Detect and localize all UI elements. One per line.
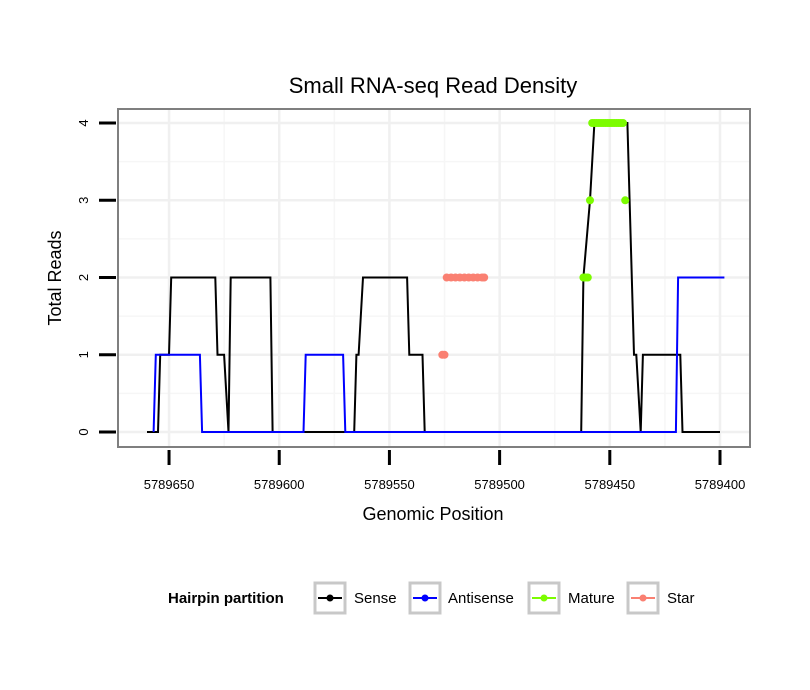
x-tick-label: 5789500 <box>474 477 525 492</box>
legend-item-star: Star <box>626 581 695 615</box>
x-tick-label: 5789650 <box>144 477 195 492</box>
y-tick-label: 2 <box>76 274 91 281</box>
data-point-mature <box>586 196 594 205</box>
legend-dot-antisense <box>421 594 429 602</box>
legend-title: Hairpin partition <box>168 590 284 607</box>
y-tick-label: 0 <box>76 428 91 435</box>
x-axis-title: Genomic Position <box>362 504 503 524</box>
x-tick-label: 5789400 <box>695 477 746 492</box>
series-line-antisense <box>152 276 725 433</box>
data-point-mature <box>621 196 630 205</box>
grid-minor <box>118 109 750 447</box>
x-tick-label: 5789450 <box>584 477 635 492</box>
y-tick-label: 1 <box>76 351 91 358</box>
legend-label-star: Star <box>667 590 695 607</box>
legend-dot-mature <box>540 594 548 602</box>
x-axis: 5789650 5789600 5789550 5789500 5789450 57894… <box>144 450 746 492</box>
legend-label-mature: Mature <box>568 590 615 607</box>
data-point-star <box>440 350 449 359</box>
legend-dot-star <box>639 594 647 602</box>
legend-item-antisense: Antisense <box>408 581 514 615</box>
legend-label-antisense: Antisense <box>448 590 514 607</box>
series-layer <box>147 119 725 433</box>
legend-label-sense: Sense <box>354 590 397 607</box>
data-point-star <box>480 273 489 282</box>
chart-title: Small RNA-seq Read Density <box>289 73 578 98</box>
series-line-sense <box>147 122 720 433</box>
y-axis: 0 1 2 3 4 <box>76 119 116 436</box>
data-point-mature <box>583 273 592 282</box>
y-tick-label: 3 <box>76 197 91 204</box>
legend: Hairpin partition Sense Antisense Mature… <box>168 581 695 615</box>
legend-item-sense: Sense <box>313 581 397 615</box>
legend-dot-sense <box>326 594 334 602</box>
y-tick-label: 4 <box>76 119 91 126</box>
data-point-mature <box>619 119 627 127</box>
x-tick-label: 5789600 <box>254 477 305 492</box>
legend-item-mature: Mature <box>527 581 615 615</box>
y-axis-title: Total Reads <box>45 230 65 325</box>
x-tick-label: 5789550 <box>364 477 415 492</box>
plot-border <box>117 108 751 448</box>
